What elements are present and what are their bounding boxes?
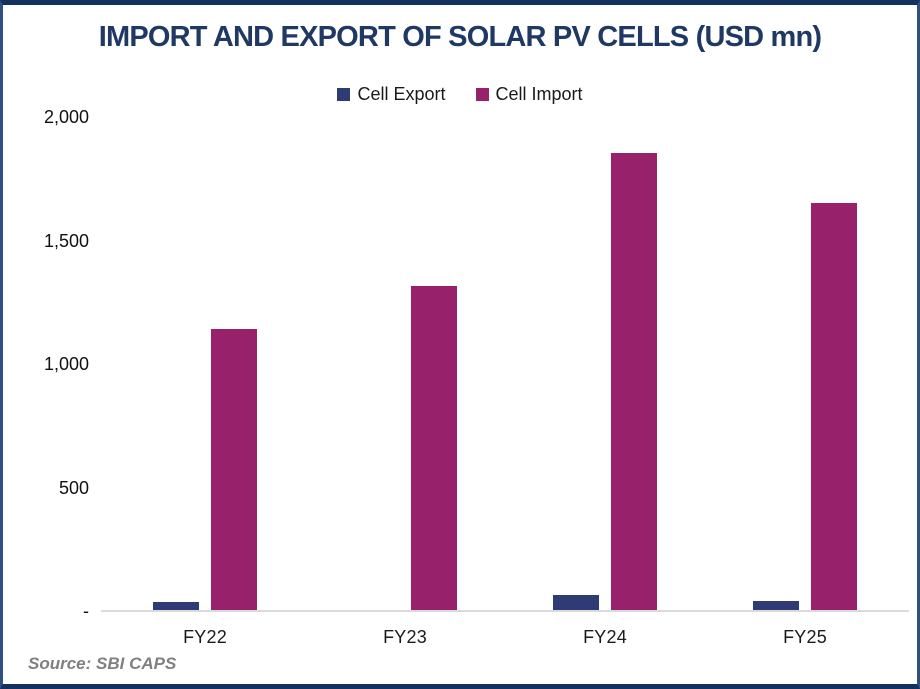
legend-label-cell-export: Cell Export — [357, 84, 446, 104]
cell-import-swatch-icon — [475, 88, 489, 101]
bar-cell-import-fy25 — [811, 203, 857, 611]
x-tick-fy24: FY24 — [583, 627, 627, 647]
cell-export-swatch-icon — [337, 88, 351, 101]
chart-title: IMPORT AND EXPORT OF SOLAR PV CELLS (USD… — [98, 21, 822, 53]
bar-cell-import-fy22 — [211, 329, 257, 611]
bar-cell-export-fy24 — [553, 595, 599, 611]
x-axis: FY22 FY23 FY24 FY25 — [105, 627, 905, 648]
bar-group-fy25 — [705, 117, 905, 611]
bar-cell-import-fy24 — [611, 153, 657, 611]
bar-group-fy24 — [505, 117, 705, 611]
y-tick-2000: 2,000 — [43, 107, 89, 127]
bar-group-fy22 — [105, 117, 305, 611]
bar-cell-export-fy22 — [153, 602, 199, 611]
x-tick-fy23: FY23 — [383, 627, 427, 647]
legend: Cell Export Cell Import — [3, 84, 917, 105]
source-note: Source: SBI CAPS — [28, 654, 177, 673]
y-tick-1000: 1,000 — [43, 354, 89, 374]
x-tick-fy22: FY22 — [183, 627, 227, 647]
bar-group-fy23 — [305, 117, 505, 611]
legend-label-cell-import: Cell Import — [495, 84, 583, 104]
bar-cell-import-fy23 — [411, 286, 457, 611]
y-tick-0: - — [83, 601, 89, 621]
bar-cell-export-fy25 — [753, 601, 799, 611]
y-axis: - 500 1,000 1,500 2,000 — [3, 107, 95, 621]
plot-area — [105, 117, 905, 611]
x-tick-fy25: FY25 — [783, 627, 827, 647]
legend-item-cell-import: Cell Import — [475, 84, 583, 105]
x-axis-line — [101, 610, 909, 612]
legend-item-cell-export: Cell Export — [337, 84, 446, 105]
y-tick-1500: 1,500 — [43, 230, 89, 251]
y-tick-500: 500 — [58, 477, 89, 498]
